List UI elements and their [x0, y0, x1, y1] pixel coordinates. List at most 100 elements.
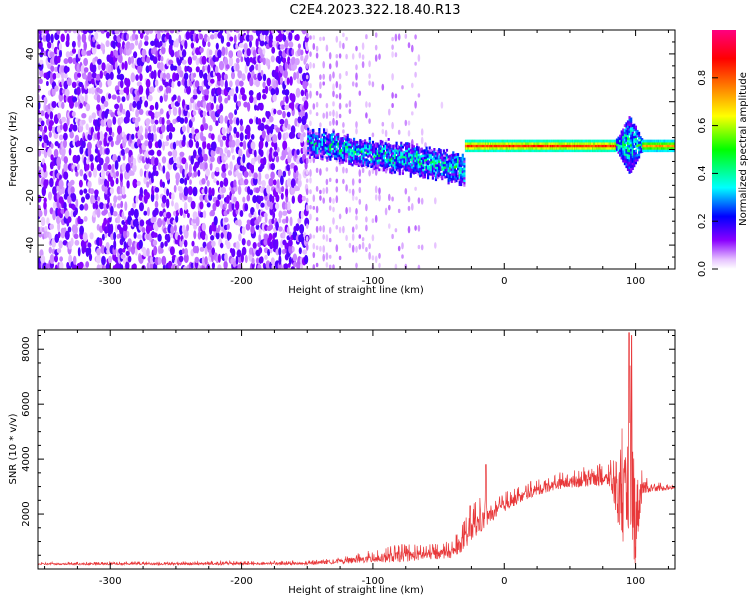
spectrogram-signal-cell: [353, 142, 356, 146]
spectrogram-noise-cell: [335, 54, 339, 59]
spectrogram-signal-cell: [365, 158, 368, 162]
spectrogram-noise-cell: [48, 246, 52, 254]
spectrogram-signal-cell: [323, 140, 326, 144]
spectrogram-signal-cell: [556, 139, 558, 143]
spectrogram-noise-cell: [231, 201, 235, 211]
spectrogram-signal-cell: [430, 170, 433, 174]
spectrogram-noise-cell: [68, 254, 73, 264]
spectrogram-noise-cell: [239, 132, 244, 142]
spectrogram-signal-cell: [662, 142, 664, 145]
spectrogram-noise-cell: [338, 73, 342, 80]
spectrogram-noise-cell: [378, 262, 381, 269]
spectrogram-signal-cell: [551, 142, 553, 145]
spectrogram-signal-cell: [641, 150, 644, 153]
spectrogram-noise-cell: [64, 210, 70, 219]
spectrogram-noise-cell: [139, 134, 144, 141]
spectrogram-signal-cell: [308, 141, 311, 145]
spectrogram-noise-cell: [207, 64, 211, 74]
spectrogram-signal-cell: [431, 157, 434, 161]
spectrogram-signal-cell: [648, 142, 651, 145]
spectrogram-signal-cell: [638, 146, 641, 149]
spectrogram-signal-cell: [494, 142, 496, 145]
spectrogram-signal-cell: [592, 144, 594, 148]
spectrogram-signal-cell: [636, 129, 639, 133]
spectrogram-signal-cell: [452, 175, 455, 178]
spectrogram-noise-cell: [81, 84, 85, 94]
spectrogram-signal-cell: [335, 138, 338, 141]
spectrogram-signal-cell: [332, 130, 335, 134]
spectrogram-signal-cell: [546, 146, 549, 150]
spectrogram-noise-cell: [72, 30, 78, 34]
spectrogram-noise-cell: [268, 38, 274, 48]
spectrogram-signal-cell: [656, 142, 659, 145]
spectrogram-noise-cell: [259, 256, 264, 264]
spectrogram-signal-cell: [408, 149, 411, 153]
spectrogram-noise-cell: [132, 202, 137, 209]
spectrogram-signal-cell: [516, 146, 518, 150]
spectrogram-signal-cell: [395, 165, 398, 169]
spectrogram-noise-cell: [179, 30, 183, 33]
spectrogram-signal-cell: [557, 146, 559, 150]
spectrogram-noise-cell: [107, 195, 110, 204]
spectrogram-noise-cell: [342, 122, 345, 128]
spectrogram-signal-cell: [364, 139, 367, 143]
spectrogram-signal-cell: [473, 144, 475, 148]
spectrogram-signal-cell: [596, 144, 598, 148]
spectrogram-signal-cell: [315, 156, 318, 159]
spectrogram-noise-cell: [272, 94, 277, 102]
spectrogram-signal-cell: [310, 134, 313, 137]
spectrogram-signal-cell: [323, 135, 326, 139]
spectrogram-signal-cell: [346, 133, 349, 137]
spectrogram-signal-cell: [636, 156, 639, 159]
spectrogram-noise-cell: [192, 186, 198, 197]
snr-x-tick-label: 100: [626, 576, 645, 587]
spectrogram-signal-cell: [431, 164, 434, 168]
spectrogram-signal-cell: [406, 149, 409, 153]
spectrogram-noise-cell: [53, 148, 59, 158]
spectrogram-noise-cell: [70, 237, 74, 247]
spectrogram-signal-cell: [561, 142, 564, 145]
spectrogram-signal-cell: [510, 146, 512, 150]
spectrogram-noise-cell: [241, 246, 247, 256]
spectrogram-signal-cell: [449, 178, 452, 182]
spectrogram-signal-cell: [319, 135, 323, 139]
spectrogram-signal-cell: [417, 167, 420, 171]
spectrogram-signal-cell: [307, 142, 310, 145]
spectrogram-signal-cell: [537, 142, 540, 145]
spectrogram-signal-cell: [371, 145, 375, 149]
spectrogram-signal-cell: [634, 159, 637, 162]
spectrogram-noise-cell: [355, 127, 358, 135]
spectrogram-noise-cell: [48, 191, 52, 201]
spectrogram-noise-cell: [221, 46, 226, 57]
spectrogram-signal-cell: [354, 145, 357, 149]
spectrogram-signal-cell: [351, 156, 354, 160]
spectrogram-noise-cell: [228, 112, 234, 120]
spectrogram-noise-cell: [222, 135, 227, 141]
spectrogram-signal-cell: [430, 156, 433, 159]
spectrogram-signal-cell: [308, 148, 311, 152]
spectrogram-noise-cell: [124, 201, 128, 211]
spectrogram-signal-cell: [370, 148, 373, 152]
spectrogram-signal-cell: [348, 150, 351, 153]
spectrogram-signal-cell: [379, 142, 382, 146]
spectrogram-signal-cell: [639, 140, 642, 144]
spectrogram-signal-cell: [458, 159, 461, 163]
spectrogram-signal-cell: [405, 166, 408, 169]
spectrogram-signal-cell: [453, 163, 456, 167]
spectrogram-noise-cell: [231, 248, 236, 258]
spectrogram-signal-cell: [316, 132, 319, 136]
spectrogram-noise-cell: [164, 240, 168, 247]
spectrogram-noise-cell: [212, 70, 217, 78]
spectrogram-signal-cell: [356, 143, 359, 147]
spectrogram-noise-cell: [391, 73, 394, 81]
spectrogram-signal-cell: [598, 144, 600, 148]
figure-title: C2E4.2023.322.18.40.R13: [289, 3, 460, 18]
spectrogram-signal-cell: [532, 144, 534, 148]
spectrogram-signal-cell: [338, 156, 341, 160]
spectrogram-signal-cell: [579, 139, 582, 143]
spectrogram-signal-cell: [545, 144, 548, 148]
spectrogram-signal-cell: [482, 146, 485, 150]
spectrogram-signal-cell: [491, 139, 493, 143]
spectrogram-noise-cell: [195, 216, 200, 227]
spectrogram-signal-cell: [665, 144, 667, 148]
